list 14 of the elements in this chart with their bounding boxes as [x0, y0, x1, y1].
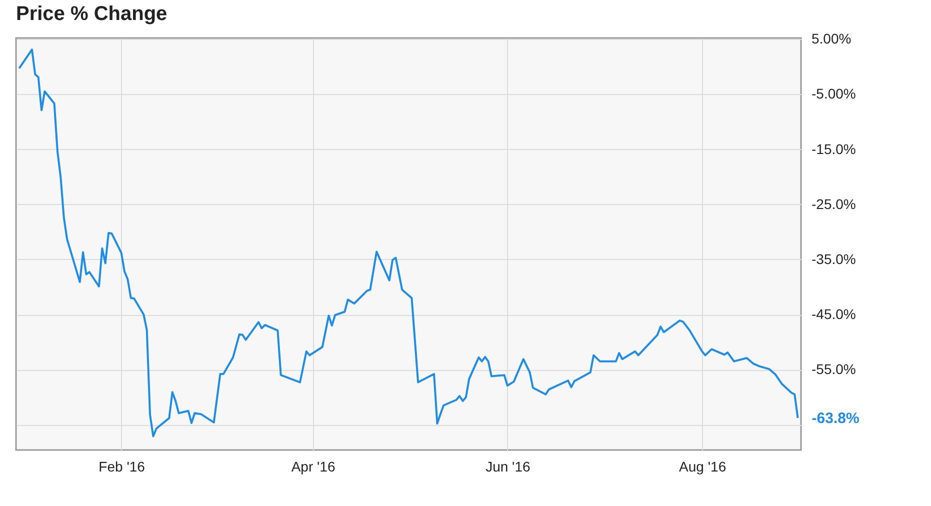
- chart-title: Price % Change: [16, 3, 168, 26]
- y-tick-label: -55.0%: [812, 361, 856, 378]
- x-tick-label: Jun '16: [486, 458, 530, 474]
- annotation: -63.8%: [812, 410, 860, 428]
- y-tick-label: -45.0%: [812, 306, 856, 322]
- x-tick-label: Apr '16: [291, 458, 336, 474]
- x-tick-label: Feb '16: [98, 458, 146, 474]
- y-tick-label: -15.0%: [812, 140, 856, 157]
- y-tick-label: -5.00%: [812, 86, 856, 102]
- y-tick-label: 5.00%: [812, 30, 852, 47]
- y-tick-label: -25.0%: [812, 196, 856, 212]
- line-series: [18, 48, 799, 438]
- x-tick-label: Aug '16: [679, 458, 726, 474]
- y-tick-label: -35.0%: [812, 250, 856, 267]
